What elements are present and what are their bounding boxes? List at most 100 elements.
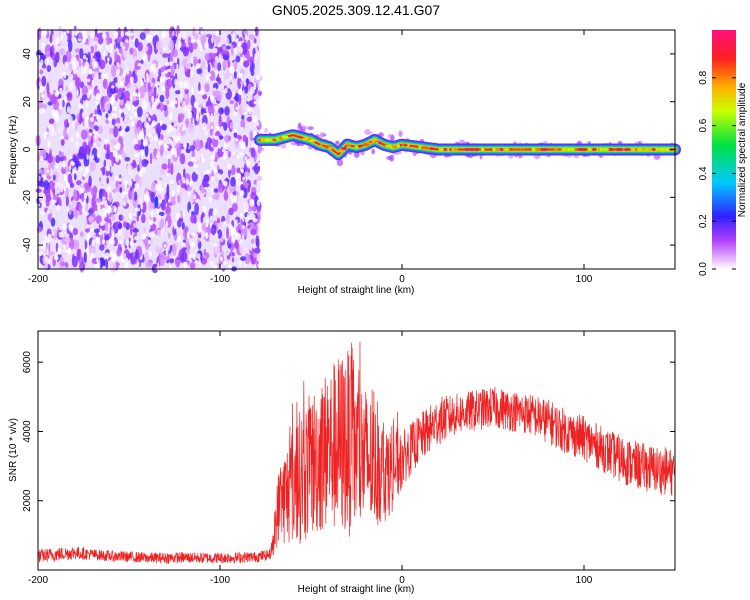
signal-peak: [651, 148, 656, 151]
noise-gap: [70, 73, 74, 80]
noise-gap: [184, 106, 188, 112]
noise-gap: [43, 132, 47, 139]
noise-blob: [231, 202, 238, 212]
noise-gap: [81, 207, 86, 214]
noise-gap: [181, 125, 186, 131]
noise-gap: [198, 258, 201, 265]
noise-gap: [213, 47, 218, 54]
noise-gap: [67, 171, 72, 175]
noise-gap: [141, 235, 147, 240]
noise-gap: [173, 99, 178, 105]
noise-blob: [37, 168, 43, 176]
noise-blob: [94, 109, 98, 115]
noise-gap: [125, 67, 130, 75]
noise-gap: [68, 247, 72, 255]
noise-gap: [115, 144, 121, 151]
noise-blob: [241, 102, 247, 114]
noise-blob: [246, 39, 251, 50]
noise-gap: [169, 180, 174, 185]
noise-blob: [83, 251, 87, 263]
signal-peak: [328, 146, 333, 150]
signal-halo: [386, 156, 392, 160]
noise-blob: [224, 106, 230, 116]
noise-blob: [190, 214, 196, 224]
noise-gap: [98, 208, 103, 214]
noise-gap: [125, 39, 129, 44]
noise-gap: [246, 160, 251, 166]
noise-blob: [223, 134, 230, 143]
noise-gap: [107, 186, 111, 190]
noise-blob: [114, 51, 118, 61]
noise-blob: [109, 139, 114, 144]
noise-gap: [102, 208, 108, 215]
signal-peak: [396, 144, 400, 148]
noise-gap: [68, 165, 72, 172]
noise-gap: [202, 205, 207, 214]
noise-gap: [172, 134, 176, 139]
noise-blob: [164, 193, 168, 204]
noise-blob: [72, 239, 80, 250]
noise-blob: [128, 237, 132, 249]
noise-gap: [191, 87, 194, 95]
noise-blob: [178, 218, 184, 223]
noise-blob: [110, 260, 117, 273]
noise-gap: [72, 121, 75, 129]
signal-peak: [617, 148, 624, 151]
noise-blob: [212, 137, 219, 148]
y-tick-label: 6000: [22, 351, 33, 374]
noise-gap: [242, 176, 246, 180]
noise-gap: [240, 126, 244, 131]
noise-gap: [138, 135, 142, 141]
noise-gap: [58, 231, 64, 238]
noise-blob: [49, 46, 53, 58]
noise-gap: [151, 95, 155, 103]
noise-gap: [44, 58, 49, 66]
noise-gap: [169, 100, 175, 109]
noise-gap: [131, 121, 135, 127]
noise-blob: [81, 94, 87, 101]
noise-gap: [151, 62, 157, 70]
noise-blob: [156, 229, 162, 236]
noise-gap: [193, 163, 198, 169]
noise-blob: [73, 208, 78, 218]
signal-halo: [258, 147, 265, 151]
noise-blob: [178, 192, 182, 204]
noise-blob: [240, 184, 245, 190]
noise-blob: [162, 53, 169, 58]
noise-gap: [85, 57, 88, 62]
noise-gap: [130, 241, 134, 247]
noise-gap: [253, 82, 257, 90]
noise-blob: [46, 155, 54, 163]
noise-gap: [196, 27, 200, 34]
noise-blob: [190, 74, 194, 85]
noise-gap: [239, 72, 244, 77]
noise-gap: [189, 180, 193, 187]
noise-gap: [41, 200, 45, 207]
noise-gap: [47, 209, 50, 215]
noise-gap: [63, 71, 67, 79]
noise-gap: [168, 61, 173, 67]
noise-blob: [200, 214, 204, 224]
noise-blob: [198, 81, 201, 93]
noise-blob: [73, 188, 78, 202]
noise-gap: [250, 213, 256, 220]
noise-gap: [204, 41, 209, 49]
y-tick-label: -40: [22, 237, 33, 252]
x-tick-label: 0: [399, 575, 405, 586]
noise-blob: [237, 76, 242, 90]
noise-gap: [197, 222, 202, 230]
noise-gap: [113, 206, 117, 214]
noise-blob: [54, 101, 60, 114]
noise-gap: [136, 152, 141, 157]
noise-gap: [108, 205, 111, 212]
noise-blob: [131, 189, 135, 201]
noise-blob: [161, 168, 165, 175]
noise-blob: [134, 174, 140, 185]
signal-peak: [542, 148, 549, 151]
noise-blob: [65, 165, 69, 176]
noise-blob: [171, 35, 178, 41]
noise-gap: [154, 97, 160, 105]
x-tick-label: -100: [210, 274, 230, 285]
noise-blob: [144, 45, 149, 52]
signal-peak: [599, 148, 604, 151]
